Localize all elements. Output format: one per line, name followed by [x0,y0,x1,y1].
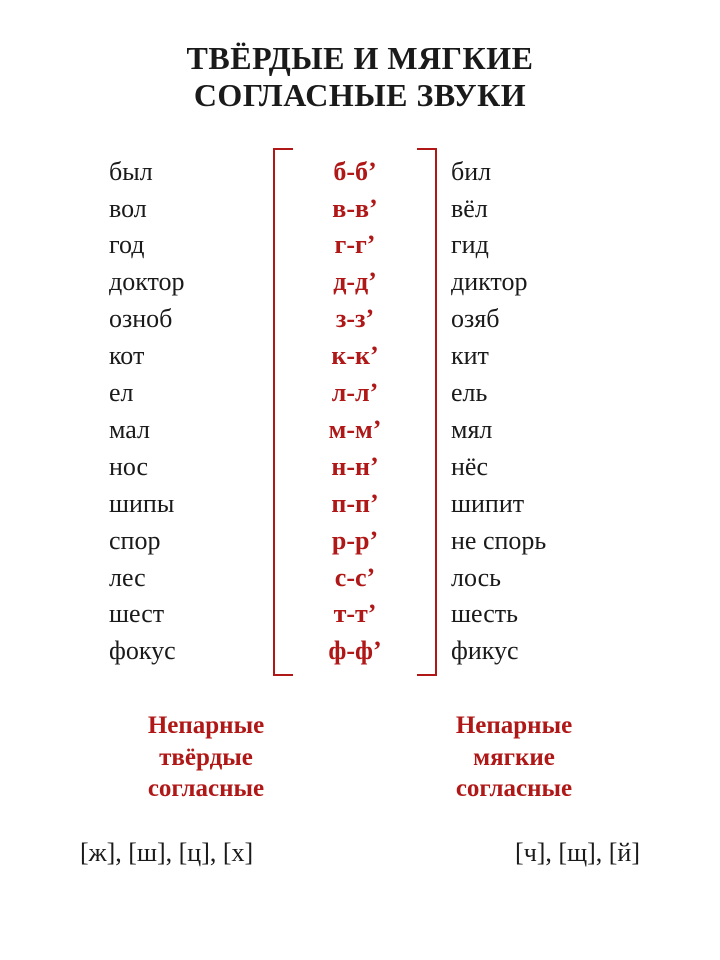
hard-word: фокус [109,633,259,670]
soft-words-column: билвёлгиддикторозябкительмялнёсшипитне с… [443,154,619,671]
soft-word: вёл [451,191,611,228]
soft-word: гид [451,227,611,264]
label-line: мягкие [388,742,640,773]
consonant-pair: п-п’ [295,486,415,523]
label-line: твёрдые [80,742,332,773]
consonant-pair: б-б’ [295,154,415,191]
hard-word: вол [109,191,259,228]
hard-word: доктор [109,264,259,301]
consonant-pair: ф-ф’ [295,633,415,670]
soft-word: диктор [451,264,611,301]
hard-word: был [109,154,259,191]
consonant-pair: к-к’ [295,338,415,375]
title-line-2: СОГЛАСНЫЕ ЗВУКИ [60,77,660,114]
hard-word: озноб [109,301,259,338]
page-title: ТВЁРДЫЕ И МЯГКИЕ СОГЛАСНЫЕ ЗВУКИ [60,40,660,114]
consonant-pair: д-д’ [295,264,415,301]
consonant-pair: с-с’ [295,560,415,597]
soft-word: шипит [451,486,611,523]
hard-word: кот [109,338,259,375]
consonant-pair: м-м’ [295,412,415,449]
soft-word: мял [451,412,611,449]
hard-word: лес [109,560,259,597]
consonant-pair: т-т’ [295,596,415,633]
hard-words-column: былволгоддокторознобкотелмалносшипыспорл… [101,154,267,671]
consonant-table: былволгоддокторознобкотелмалносшипыспорл… [60,154,660,671]
label-line: Непарные [80,710,332,741]
soft-word: ель [451,375,611,412]
bracket-right [417,148,437,677]
unpaired-soft-label: Непарные мягкие согласные [388,710,640,804]
unpaired-labels-row: Непарные твёрдые согласные Непарные мягк… [60,710,660,804]
title-line-1: ТВЁРДЫЕ И МЯГКИЕ [60,40,660,77]
unpaired-hard-label: Непарные твёрдые согласные [80,710,332,804]
page: ТВЁРДЫЕ И МЯГКИЕ СОГЛАСНЫЕ ЗВУКИ былволг… [0,0,720,898]
hard-word: спор [109,523,259,560]
consonant-pair: в-в’ [295,191,415,228]
consonant-pair: н-н’ [295,449,415,486]
soft-word: лось [451,560,611,597]
bracket-left [273,148,293,677]
hard-word: мал [109,412,259,449]
soft-word: шесть [451,596,611,633]
unpaired-sounds-row: [ж], [ш], [ц], [х] [ч], [щ], [й] [60,838,660,868]
soft-word: нёс [451,449,611,486]
hard-word: шипы [109,486,259,523]
consonant-pair: з-з’ [295,301,415,338]
hard-word: шест [109,596,259,633]
consonant-pair: р-р’ [295,523,415,560]
soft-word: фикус [451,633,611,670]
soft-word: не спорь [451,523,611,560]
consonant-pairs-column: б-б’в-в’г-г’д-д’з-з’к-к’л-л’м-м’н-н’п-п’… [267,154,443,671]
consonant-pair: л-л’ [295,375,415,412]
label-line: согласные [388,773,640,804]
hard-word: ел [109,375,259,412]
hard-word: год [109,227,259,264]
unpaired-hard-sounds: [ж], [ш], [ц], [х] [80,838,332,868]
soft-word: бил [451,154,611,191]
label-line: согласные [80,773,332,804]
unpaired-soft-sounds: [ч], [щ], [й] [388,838,640,868]
soft-word: кит [451,338,611,375]
consonant-pair: г-г’ [295,227,415,264]
hard-word: нос [109,449,259,486]
label-line: Непарные [388,710,640,741]
soft-word: озяб [451,301,611,338]
